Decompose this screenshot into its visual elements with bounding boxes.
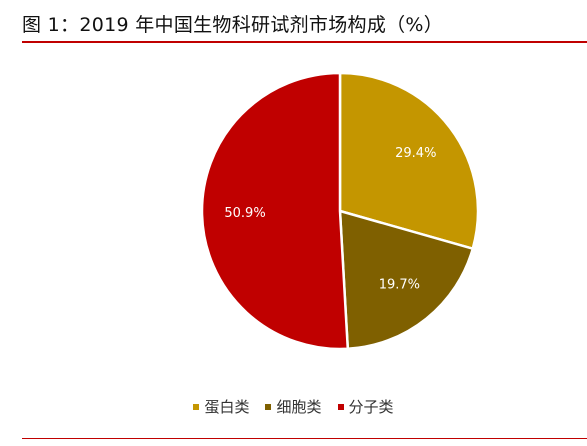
pie-data-label-2: 19.7% xyxy=(379,278,420,293)
legend-item-2: 细胞类 xyxy=(265,396,322,417)
pie-slice-3 xyxy=(200,71,350,351)
pie-data-labels: 29.4% 19.7% 50.9% xyxy=(224,146,436,292)
legend-swatch xyxy=(265,403,272,410)
pie-slice-2 xyxy=(338,209,475,351)
legend-item-3: 分子类 xyxy=(337,396,394,417)
bottom-rule xyxy=(22,438,587,439)
title-rule xyxy=(22,41,587,43)
legend-swatch xyxy=(193,403,200,410)
pie-slice-1 xyxy=(338,71,480,250)
legend-label: 细胞类 xyxy=(276,398,322,416)
figure-title: 图 1：2019 年中国生物科研试剂市场构成（%） xyxy=(22,14,444,36)
legend-label: 分子类 xyxy=(348,398,394,416)
legend-item-1: 蛋白类 xyxy=(193,396,249,417)
pie-data-label-3: 50.9% xyxy=(224,206,265,221)
pie-data-label-1: 29.4% xyxy=(395,146,436,161)
chart-legend: 蛋白类 细胞类 分子类 xyxy=(0,396,587,417)
legend-label: 蛋白类 xyxy=(204,398,250,416)
pie-slices xyxy=(200,71,480,351)
legend-swatch xyxy=(337,403,344,410)
